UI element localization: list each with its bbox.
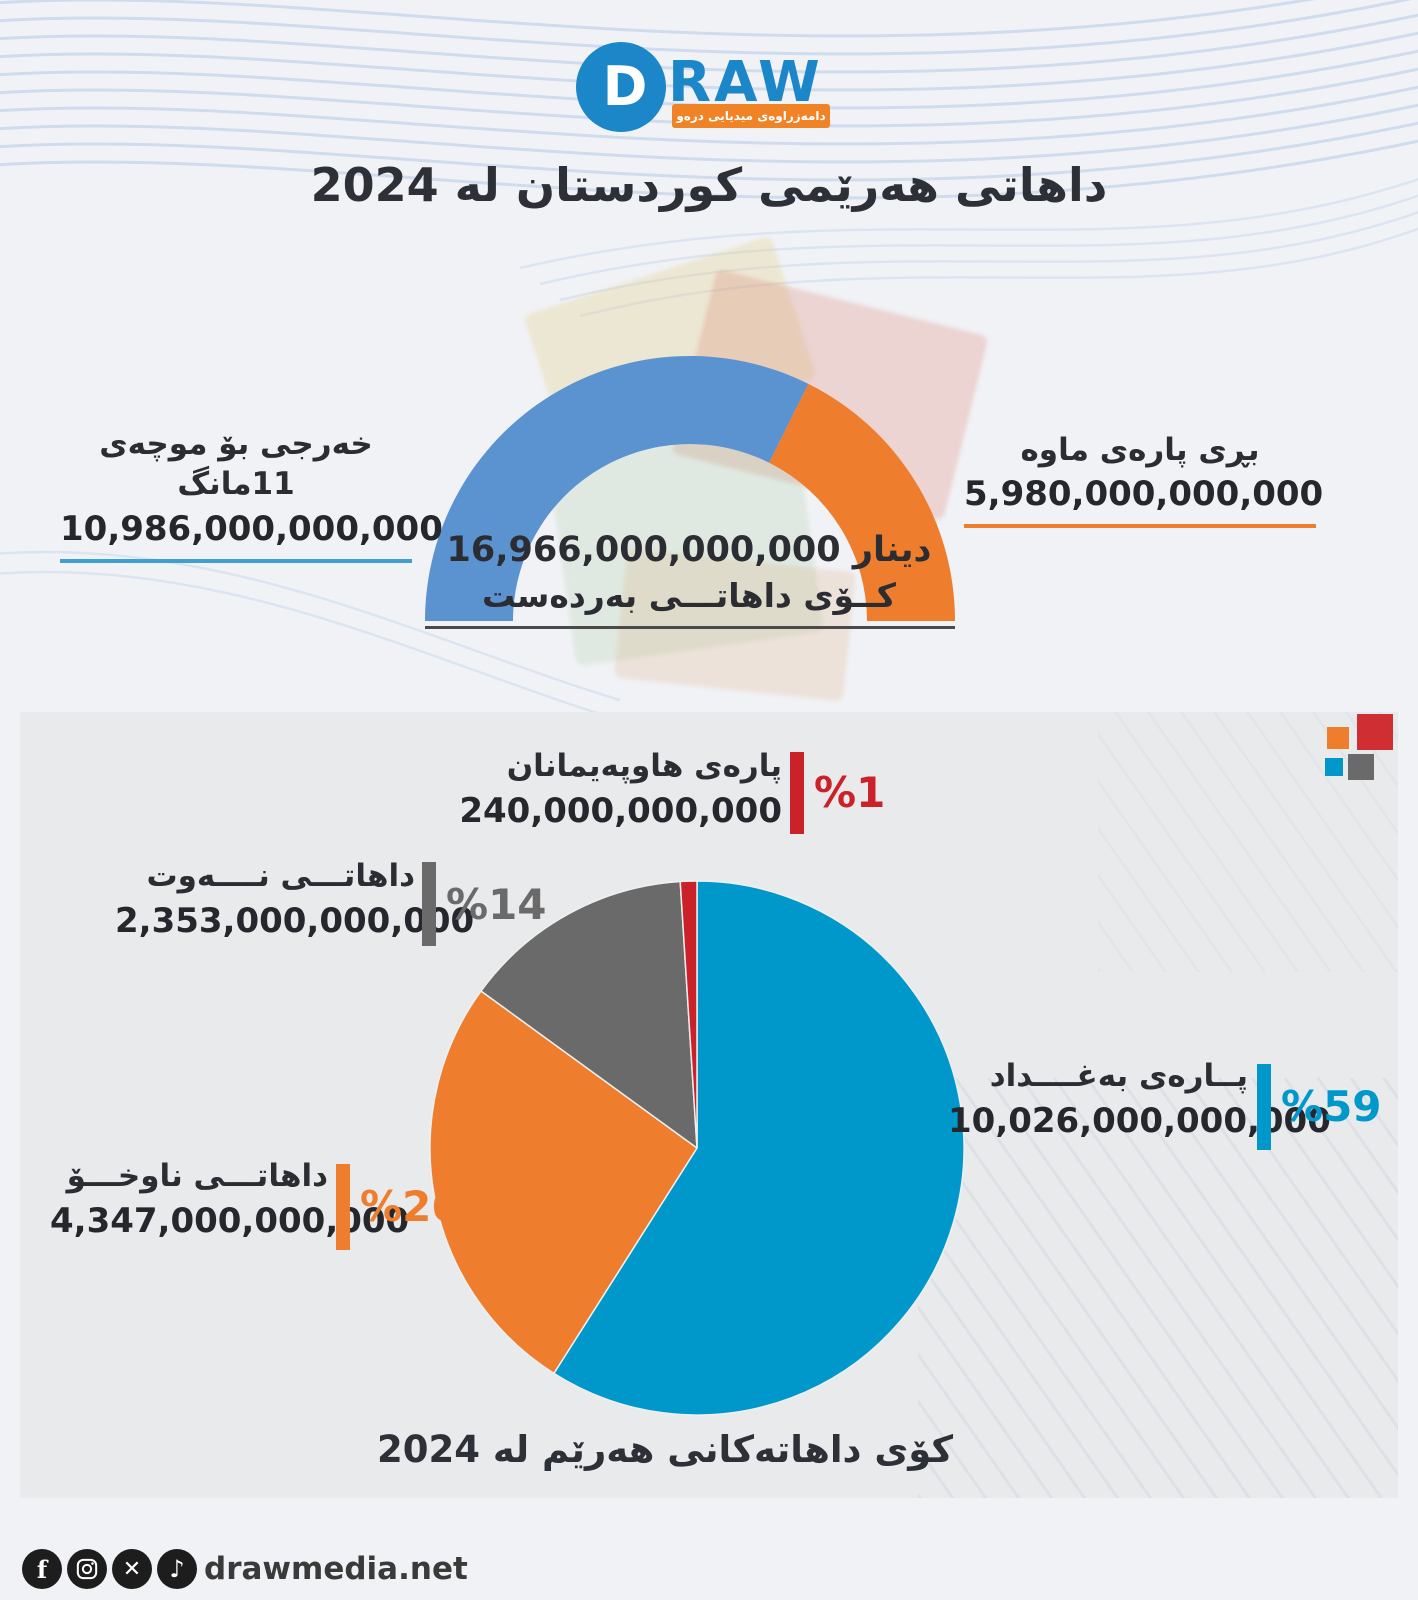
logo-tagline: دامەزراوەی میدیایی درەو: [672, 104, 830, 128]
gauge-remaining-label: بڕی پارەی ماوە: [1020, 432, 1260, 468]
website-link[interactable]: drawmedia.net: [204, 1551, 468, 1587]
gauge-label-expenses: خەرجی بۆ موچەی 11مانگ 10,986,000,000,000: [60, 424, 443, 563]
gauge-segment-expenses: [425, 355, 809, 621]
decor-square-orange: [1327, 727, 1349, 749]
pie-label-oil: داهاتـــی نــــەوت 2,353,000,000,000: [115, 856, 475, 941]
draw-logo: D RAW دامەزراوەی میدیایی درەو: [576, 42, 856, 146]
oil-value: 2,353,000,000,000: [115, 900, 475, 941]
gauge-expenses-label: خەرجی بۆ موچەی 11مانگ: [99, 426, 373, 503]
coalition-bar: [790, 752, 804, 834]
pie-label-baghdad: پــارەی بەغــــداد 10,026,000,000,000: [948, 1056, 1331, 1141]
gauge-baseline: [425, 626, 955, 629]
coalition-label: پارەی هاوپەیمانان: [506, 748, 782, 784]
domestic-bar: [336, 1164, 350, 1250]
gauge-label-remaining: بڕی پارەی ماوە 5,980,000,000,000: [964, 430, 1324, 529]
tiktok-icon[interactable]: ♪: [157, 1549, 197, 1589]
pie-chart: [429, 880, 965, 1416]
facebook-icon[interactable]: f: [22, 1549, 62, 1589]
gauge-expenses-value: 10,986,000,000,000: [60, 508, 443, 549]
gauge-expenses-underline: [60, 558, 412, 563]
decor-square-blue: [1325, 758, 1343, 776]
gauge-segment-remaining: [769, 383, 955, 621]
domestic-percent: %26: [360, 1182, 461, 1231]
pie-slice-domestic: [429, 990, 698, 1375]
gauge-chart: [425, 355, 955, 621]
pie-slice-coalition: [679, 880, 698, 1149]
tiktok-glyph: ♪: [169, 1555, 185, 1583]
draw-logo-icon: D: [576, 42, 666, 132]
x-glyph: ✕: [122, 1556, 142, 1582]
pie-chart-title: کۆی داهاتەکانی هەرێم لە 2024: [376, 1428, 954, 1471]
baghdad-value: 10,026,000,000,000: [948, 1100, 1331, 1141]
facebook-glyph: f: [36, 1554, 48, 1584]
instagram-glyph: [76, 1558, 98, 1580]
decor-square-gray: [1348, 754, 1374, 780]
domestic-label: داهاتـــی ناوخـــۆ: [66, 1158, 328, 1194]
domestic-value: 4,347,000,000,000: [50, 1200, 410, 1241]
coalition-percent: %1: [814, 768, 886, 817]
gauge-remaining-value: 5,980,000,000,000: [964, 474, 1324, 515]
page-title: داهاتی هەرێمی کوردستان لە 2024: [310, 158, 1108, 212]
pie-label-domestic: داهاتـــی ناوخـــۆ 4,347,000,000,000: [50, 1156, 410, 1241]
decor-square-red: [1357, 714, 1393, 750]
instagram-icon[interactable]: [67, 1549, 107, 1589]
x-icon[interactable]: ✕: [112, 1549, 152, 1589]
oil-bar: [422, 862, 436, 946]
gauge-total-value: 16,966,000,000,000 دینار: [446, 530, 932, 570]
oil-label: داهاتـــی نــــەوت: [146, 858, 416, 894]
pie-slice-baghdad: [553, 880, 965, 1416]
pie-label-coalition: پارەی هاوپەیمانان 240,000,000,000: [400, 746, 782, 831]
oil-percent: %14: [446, 880, 547, 929]
baghdad-label: پــارەی بەغــــداد: [989, 1058, 1248, 1094]
gauge-remaining-underline: [964, 524, 1316, 529]
logo-d-letter: D: [602, 55, 648, 118]
baghdad-percent: %59: [1281, 1082, 1382, 1131]
coalition-value: 240,000,000,000: [459, 790, 782, 831]
gauge-total-label: کــۆی داهاتـــی بەردەست: [482, 576, 896, 615]
pie-slice-oil: [480, 880, 698, 1149]
panel-stripes-top-right: [1098, 712, 1398, 972]
pie-chart-panel: پارەی هاوپەیمانان 240,000,000,000 %1 داه…: [20, 712, 1398, 1498]
baghdad-bar: [1257, 1064, 1271, 1150]
